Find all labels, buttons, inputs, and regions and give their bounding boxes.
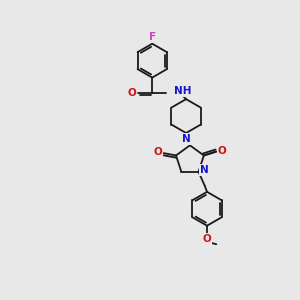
Text: O: O xyxy=(153,147,162,158)
Text: O: O xyxy=(202,234,211,244)
Text: N: N xyxy=(200,165,209,175)
Text: F: F xyxy=(148,32,156,42)
Text: O: O xyxy=(218,146,227,156)
Text: O: O xyxy=(128,88,136,98)
Text: NH: NH xyxy=(174,86,191,96)
Text: N: N xyxy=(182,134,190,144)
